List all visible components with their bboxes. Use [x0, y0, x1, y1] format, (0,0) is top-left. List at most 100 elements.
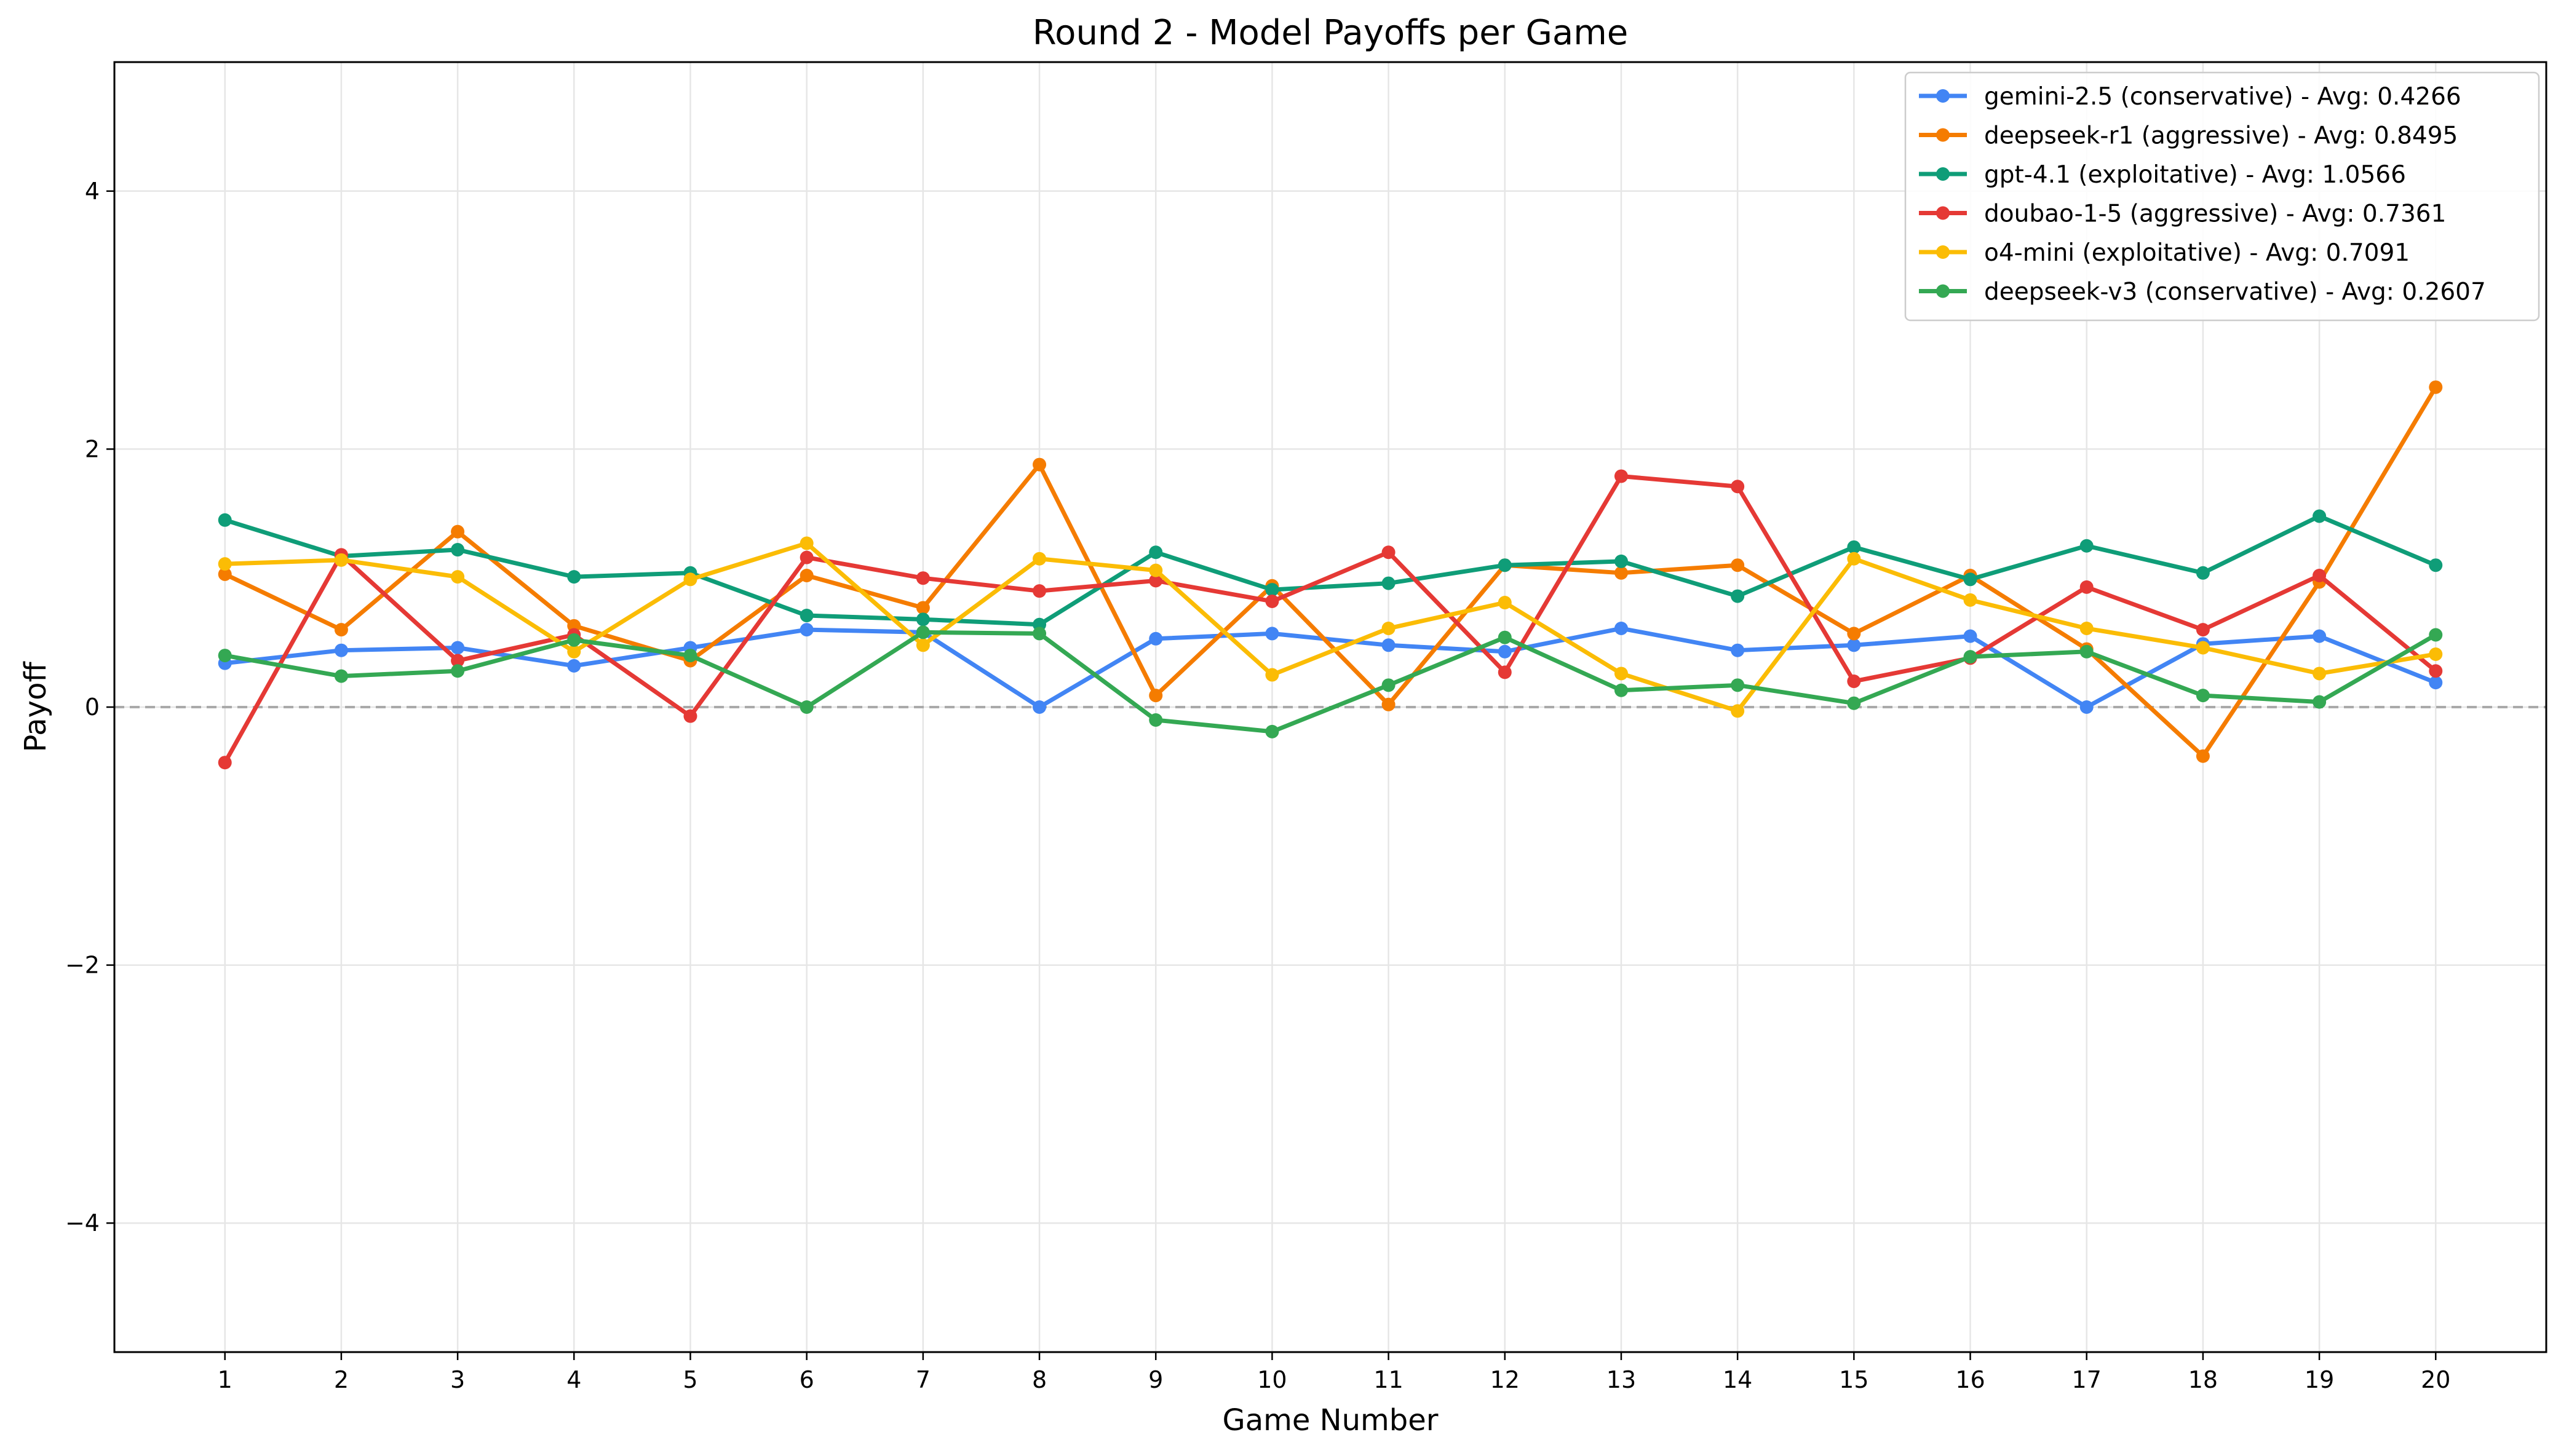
- data-point: [1265, 627, 1279, 641]
- x-tick-label: 12: [1490, 1366, 1520, 1393]
- data-point: [334, 553, 348, 567]
- data-point: [1963, 593, 1977, 607]
- data-point: [1265, 668, 1279, 682]
- y-axis-label: Payoff: [18, 662, 53, 753]
- data-point: [1033, 584, 1047, 598]
- legend-swatch-marker: [1936, 245, 1950, 259]
- data-point: [2429, 628, 2443, 642]
- data-point: [1614, 683, 1628, 697]
- data-point: [2196, 566, 2210, 580]
- x-tick-label: 20: [2421, 1366, 2450, 1393]
- x-axis-ticks: 1 2 3 4 5 6 7 8 9 10 11 12 13 14 15 16 17 18 19 20: [218, 1352, 2450, 1393]
- data-point: [2429, 558, 2443, 572]
- data-point: [451, 654, 465, 668]
- x-tick-label: 13: [1606, 1366, 1636, 1393]
- data-point: [1381, 545, 1396, 560]
- y-tick-label: 4: [85, 178, 100, 205]
- data-point: [916, 612, 930, 627]
- data-point: [334, 623, 348, 637]
- x-tick-label: 6: [800, 1366, 814, 1393]
- series-layer: [218, 380, 2443, 770]
- data-point: [1731, 704, 1745, 718]
- data-point: [1731, 558, 1745, 572]
- legend-entry: o4-mini (exploitative) - Avg: 0.7091: [1919, 239, 2410, 267]
- data-point: [1847, 540, 1861, 554]
- data-point: [2313, 509, 2327, 523]
- chart-title: Round 2 - Model Payoffs per Game: [1033, 13, 1628, 53]
- legend-box: [1904, 71, 2540, 322]
- data-point: [1731, 480, 1745, 494]
- x-axis-label: Game Number: [1223, 1403, 1439, 1438]
- data-point: [1265, 594, 1279, 608]
- data-point: [2313, 695, 2327, 709]
- x-tick-label: 19: [2305, 1366, 2334, 1393]
- data-point: [2079, 622, 2094, 636]
- legend-label: deepseek-v3 (conservative) - Avg: 0.2607: [1984, 279, 2486, 306]
- data-point: [567, 659, 581, 673]
- legend-swatch-marker: [1936, 167, 1950, 181]
- legend: gemini-2.5 (conservative) - Avg: 0.4266 d…: [1904, 71, 2540, 322]
- series-line: [224, 630, 2437, 734]
- data-point: [218, 756, 232, 770]
- data-point: [1498, 630, 1512, 644]
- data-point: [2196, 689, 2210, 703]
- legend-entry: deepseek-v3 (conservative) - Avg: 0.2607: [1919, 279, 2486, 306]
- data-point: [2079, 700, 2094, 714]
- data-point: [1265, 583, 1279, 597]
- x-tick-label: 9: [1148, 1366, 1163, 1393]
- data-point: [1265, 724, 1279, 738]
- data-point: [683, 572, 697, 587]
- data-point: [1033, 627, 1047, 641]
- x-tick-label: 14: [1723, 1366, 1752, 1393]
- data-point: [567, 570, 581, 584]
- data-point: [1614, 469, 1628, 483]
- data-point: [1149, 713, 1163, 727]
- data-point: [1033, 700, 1047, 714]
- data-point: [1731, 643, 1745, 657]
- data-point: [451, 664, 465, 678]
- y-tick-label: −2: [65, 952, 100, 979]
- data-point: [2079, 539, 2094, 553]
- data-point: [1381, 576, 1396, 590]
- data-point: [1963, 650, 1977, 664]
- data-point: [2313, 667, 2327, 681]
- data-point: [218, 567, 232, 581]
- data-point: [800, 609, 814, 623]
- data-point: [800, 536, 814, 550]
- data-point: [683, 709, 697, 723]
- data-point: [1614, 622, 1628, 636]
- data-point: [334, 669, 348, 683]
- legend-label: deepseek-r1 (aggressive) - Avg: 0.8495: [1984, 122, 2458, 150]
- series-3: [218, 509, 2443, 631]
- data-point: [1498, 596, 1512, 610]
- x-tick-label: 2: [334, 1366, 349, 1393]
- x-tick-label: 8: [1032, 1366, 1047, 1393]
- data-point: [2313, 569, 2327, 583]
- data-point: [451, 524, 465, 539]
- x-tick-label: 4: [566, 1366, 581, 1393]
- legend-label: gpt-4.1 (exploitative) - Avg: 1.0566: [1984, 161, 2406, 189]
- data-point: [2196, 749, 2210, 763]
- data-point: [567, 633, 581, 647]
- data-point: [1033, 457, 1047, 472]
- series-line: [224, 386, 2438, 759]
- data-point: [567, 644, 581, 659]
- data-point: [800, 700, 814, 714]
- legend-swatch-marker: [1936, 128, 1950, 142]
- x-tick-label: 11: [1373, 1366, 1403, 1393]
- data-point: [218, 649, 232, 663]
- data-point: [1149, 545, 1163, 560]
- series-6: [218, 625, 2443, 738]
- data-point: [1847, 627, 1861, 641]
- y-axis-ticks: 4 2 0 −2 −4: [65, 178, 114, 1236]
- legend-label: doubao-1-5 (aggressive) - Avg: 0.7361: [1984, 200, 2446, 228]
- data-point: [1381, 697, 1396, 711]
- data-point: [916, 571, 930, 585]
- data-point: [2429, 664, 2443, 678]
- data-point: [1498, 665, 1512, 679]
- legend-label: gemini-2.5 (conservative) - Avg: 0.4266: [1984, 83, 2461, 111]
- data-point: [1381, 638, 1396, 652]
- x-tick-label: 15: [1839, 1366, 1868, 1393]
